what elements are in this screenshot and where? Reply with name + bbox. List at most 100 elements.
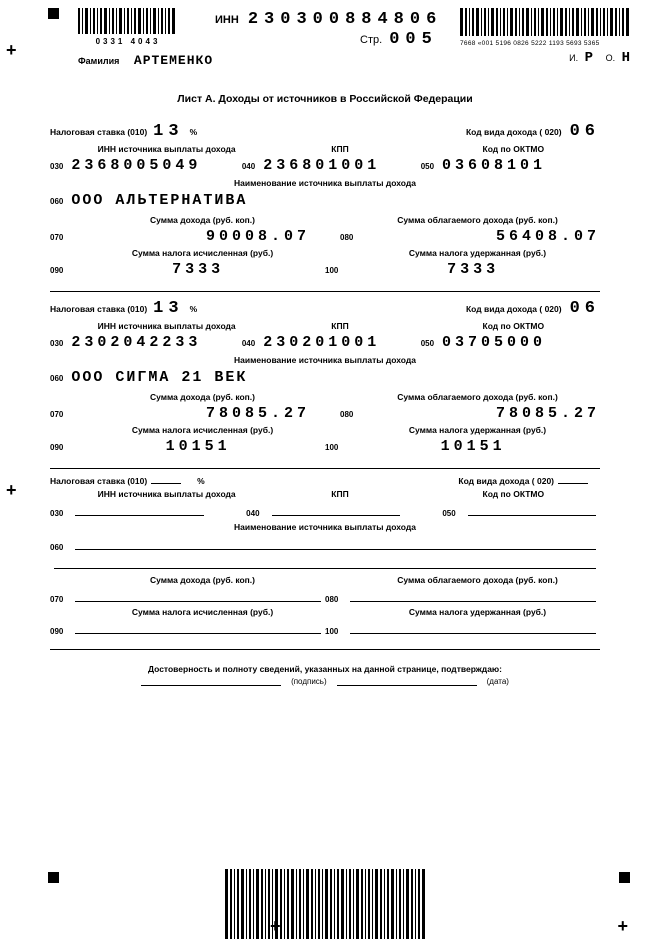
oktmo-value: 03705000 bbox=[442, 334, 546, 351]
income-section: Налоговая ставка (010)% Код вида дохода (… bbox=[50, 469, 600, 650]
line-070: 070 bbox=[50, 410, 63, 419]
tax-rate-label: Налоговая ставка (010) bbox=[50, 304, 147, 314]
tax-calc-label: Сумма налога исчисленная (руб.) bbox=[132, 248, 273, 258]
source-inn-label: ИНН источника выплаты дохода bbox=[98, 489, 236, 499]
kpp-value: 236801001 bbox=[263, 157, 380, 174]
income-code-value: 06 bbox=[570, 299, 600, 318]
barcode-left: 0331 4043 bbox=[78, 8, 178, 46]
sig-label: (подпись) bbox=[291, 677, 327, 686]
tax-held-label: Сумма налога удержанная (руб.) bbox=[409, 425, 546, 435]
tax-held-label: Сумма налога удержанная (руб.) bbox=[409, 248, 546, 258]
percent: % bbox=[190, 304, 198, 314]
line-080: 080 bbox=[325, 595, 338, 604]
tax-held-value: 10151 bbox=[441, 438, 506, 455]
kpp-value: 230201001 bbox=[263, 334, 380, 351]
bottom-barcode bbox=[225, 869, 425, 943]
blank-line bbox=[75, 588, 321, 602]
line-030: 030 bbox=[50, 162, 63, 171]
line-050: 050 bbox=[421, 339, 434, 348]
percent: % bbox=[190, 127, 198, 137]
initial-i: Р bbox=[585, 50, 593, 66]
date-label: (дата) bbox=[487, 677, 509, 686]
blank-line bbox=[350, 588, 596, 602]
line-080: 080 bbox=[340, 233, 353, 242]
income-sum-label: Сумма дохода (руб. коп.) bbox=[150, 575, 255, 585]
percent: % bbox=[197, 476, 205, 486]
source-name-value: ООО СИГМА 21 ВЕК bbox=[71, 369, 247, 386]
oktmo-value: 03608101 bbox=[442, 157, 546, 174]
tax-income-sum-label: Сумма облагаемого дохода (руб. коп.) bbox=[397, 392, 558, 402]
line-040: 040 bbox=[242, 162, 255, 171]
line-080: 080 bbox=[340, 410, 353, 419]
line-090: 090 bbox=[50, 627, 63, 636]
income-code-label: Код вида дохода ( 020) bbox=[466, 304, 562, 314]
tax-held-label: Сумма налога удержанная (руб.) bbox=[409, 607, 546, 617]
line-030: 030 bbox=[50, 509, 63, 518]
tax-income-sum-label: Сумма облагаемого дохода (руб. коп.) bbox=[397, 575, 558, 585]
initial-o-label: О. bbox=[606, 53, 616, 63]
surname-row: Фамилия АРТЕМЕНКО bbox=[78, 53, 213, 68]
line-050: 050 bbox=[442, 509, 455, 518]
page-row: Стр. 005 bbox=[360, 30, 438, 49]
initial-i-label: И. bbox=[569, 53, 578, 63]
blank-line bbox=[75, 536, 596, 550]
line-050: 050 bbox=[421, 162, 434, 171]
line-090: 090 bbox=[50, 443, 63, 452]
tax-calc-value: 7333 bbox=[172, 261, 224, 278]
line-040: 040 bbox=[246, 509, 259, 518]
footer-confirm: Достоверность и полноту сведений, указан… bbox=[20, 664, 630, 674]
line-100: 100 bbox=[325, 627, 338, 636]
source-name-label: Наименование источника выплаты дохода bbox=[50, 355, 600, 365]
income-sum-label: Сумма дохода (руб. коп.) bbox=[150, 392, 255, 402]
line-090: 090 bbox=[50, 266, 63, 275]
blank-line bbox=[75, 502, 203, 516]
tax-rate-value: 13 bbox=[153, 122, 183, 141]
oktmo-label: Код по ОКТМО bbox=[483, 321, 545, 331]
line-070: 070 bbox=[50, 595, 63, 604]
tax-held-value: 7333 bbox=[447, 261, 499, 278]
surname-value: АРТЕМЕНКО bbox=[134, 53, 213, 68]
line-100: 100 bbox=[325, 266, 338, 275]
tax-income-sum-label: Сумма облагаемого дохода (руб. коп.) bbox=[397, 215, 558, 225]
tax-rate-label: Налоговая ставка (010) bbox=[50, 476, 147, 486]
qr-text: 7668 «001 5196 0826 5222 1193 5693 5365 bbox=[460, 40, 630, 47]
source-name-label: Наименование источника выплаты дохода bbox=[50, 522, 600, 532]
income-sum-label: Сумма дохода (руб. коп.) bbox=[150, 215, 255, 225]
income-sum-value: 78085.27 bbox=[206, 405, 310, 422]
barcode-numbers: 0331 4043 bbox=[78, 37, 178, 46]
income-code-label: Код вида дохода ( 020) bbox=[458, 476, 554, 486]
tax-income-sum-value: 78085.27 bbox=[496, 405, 600, 422]
qr-barcode: 7668 «001 5196 0826 5222 1193 5693 5365 bbox=[460, 8, 630, 47]
line-040: 040 bbox=[242, 339, 255, 348]
inn-row: ИНН 230300884806 bbox=[215, 10, 442, 29]
line-100: 100 bbox=[325, 443, 338, 452]
kpp-label: КПП bbox=[331, 321, 348, 331]
surname-label: Фамилия bbox=[78, 56, 119, 66]
page-title: Лист А. Доходы от источников в Российско… bbox=[20, 93, 630, 105]
initial-o: Н bbox=[622, 50, 630, 66]
line-060: 060 bbox=[50, 543, 63, 552]
line-070: 070 bbox=[50, 233, 63, 242]
date-line bbox=[337, 676, 477, 686]
blank-line bbox=[350, 620, 596, 634]
blank-line bbox=[468, 502, 596, 516]
kpp-label: КПП bbox=[331, 489, 348, 499]
inn-value: 230300884806 bbox=[248, 10, 442, 29]
line-060: 060 bbox=[50, 197, 63, 206]
line-060: 060 bbox=[50, 374, 63, 383]
corner-marker bbox=[619, 872, 630, 883]
tax-calc-label: Сумма налога исчисленная (руб.) bbox=[132, 607, 273, 617]
signature-line bbox=[141, 676, 281, 686]
inn-label: ИНН bbox=[215, 14, 239, 26]
source-name-label: Наименование источника выплаты дохода bbox=[50, 178, 600, 188]
blank-line bbox=[272, 502, 400, 516]
oktmo-label: Код по ОКТМО bbox=[483, 144, 545, 154]
initials: И. Р О. Н bbox=[569, 50, 630, 66]
signature-row: (подпись) (дата) bbox=[20, 676, 630, 686]
income-code-value: 06 bbox=[570, 122, 600, 141]
tax-calc-label: Сумма налога исчисленная (руб.) bbox=[132, 425, 273, 435]
corner-marker bbox=[48, 872, 59, 883]
tax-calc-value: 10151 bbox=[166, 438, 231, 455]
oktmo-label: Код по ОКТМО bbox=[483, 489, 545, 499]
tax-income-sum-value: 56408.07 bbox=[496, 228, 600, 245]
